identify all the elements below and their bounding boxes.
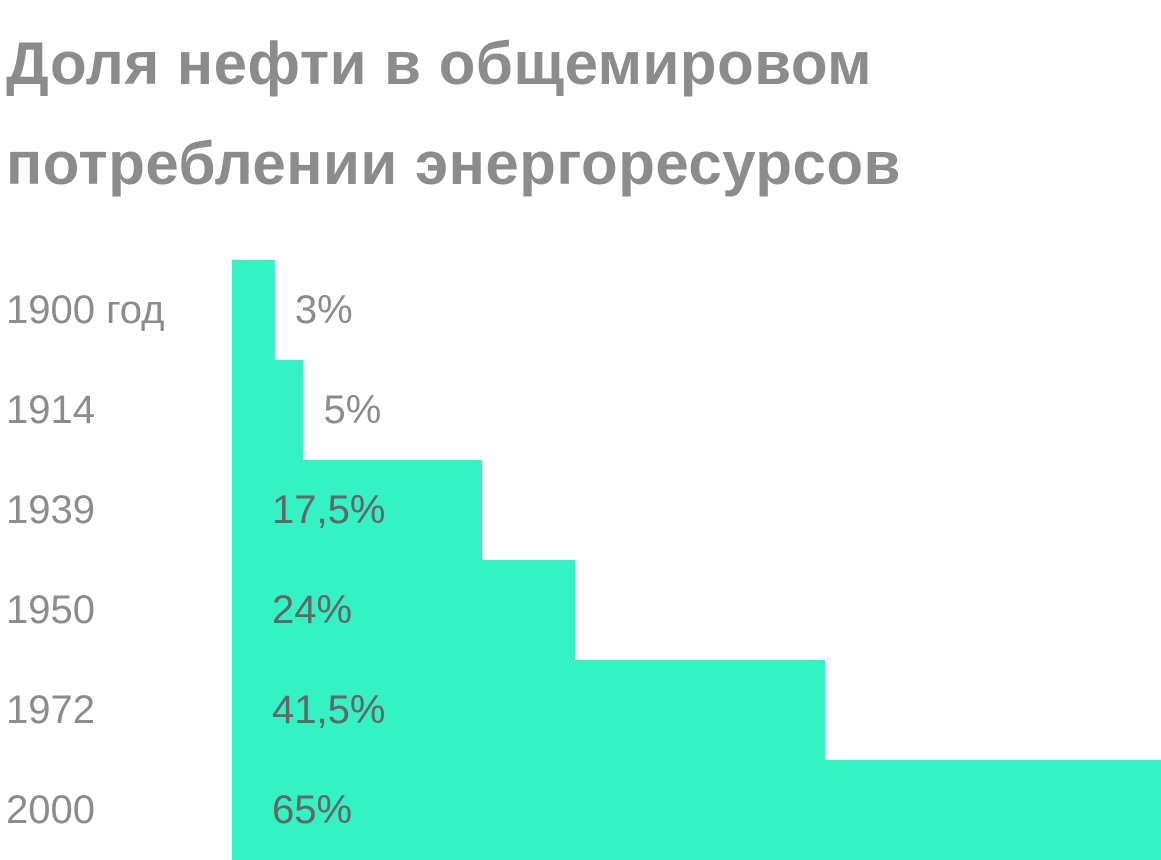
value-label-0: 3%	[295, 288, 353, 332]
category-label-4: 1972	[6, 688, 95, 732]
value-label-1: 5%	[323, 388, 381, 432]
chart-title: Доля нефти в общемировом потреблении эне…	[6, 14, 1156, 214]
value-label-2: 17,5%	[272, 488, 385, 532]
category-label-0: 1900 год	[6, 288, 165, 332]
value-label-5: 65%	[272, 788, 352, 832]
category-label-1: 1914	[6, 388, 95, 432]
bar-0	[232, 260, 275, 360]
value-label-4: 41,5%	[272, 688, 385, 732]
bar-4	[232, 660, 826, 760]
bar-5	[232, 760, 1161, 860]
chart-title-line-2: потреблении энергоресурсов	[6, 130, 901, 197]
category-label-5: 2000	[6, 788, 95, 832]
bar-1	[232, 360, 304, 460]
bar-2	[232, 460, 483, 560]
chart-title-line-1: Доля нефти в общемировом	[6, 30, 873, 97]
value-label-3: 24%	[272, 588, 352, 632]
bar-3	[232, 560, 576, 660]
category-label-2: 1939	[6, 488, 95, 532]
category-label-3: 1950	[6, 588, 95, 632]
